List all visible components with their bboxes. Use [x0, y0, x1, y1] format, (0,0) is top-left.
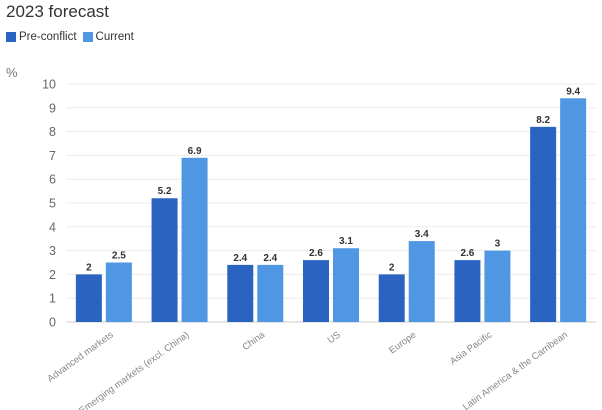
bar-current-advanced-markets[interactable]	[105, 262, 132, 323]
data-label-current-latin-america-the-carribean: 9.4	[566, 86, 580, 97]
data-labels: 2 2.5 5.2 6.9 2.4 2.4 2.6 3.1 2 3.4 2.6 3 8.2 9.4	[86, 86, 580, 273]
bars	[75, 98, 587, 323]
legend: Pre-conflict Current	[6, 31, 140, 43]
x-tick-label-asia-pacific: Asia Pacific	[448, 329, 494, 367]
y-tick-label: 2	[49, 268, 56, 282]
x-tick-label-europe: Europe	[387, 330, 418, 357]
data-label-pre-conflict-us: 2.6	[309, 248, 323, 259]
legend-label-current: Current	[95, 31, 134, 43]
y-tick-label: 6	[49, 173, 56, 187]
data-label-current-europe: 3.4	[415, 229, 429, 240]
y-axis-ticks: 0 1 2 3 4 5 6 7 8 9 10	[42, 78, 56, 330]
bar-current-emerging-markets-excl-china[interactable]	[181, 157, 208, 322]
data-label-pre-conflict-emerging-markets-excl-china: 5.2	[158, 186, 172, 197]
data-label-pre-conflict-asia-pacific: 2.6	[460, 248, 474, 259]
data-label-current-emerging-markets-excl-china: 6.9	[188, 146, 202, 157]
x-tick-label-us: US	[326, 330, 343, 347]
bar-current-europe[interactable]	[408, 241, 435, 322]
data-label-current-us: 3.1	[339, 236, 353, 247]
y-tick-label: 10	[42, 78, 56, 92]
y-tick-label: 3	[49, 244, 56, 258]
legend-swatch-current	[82, 32, 93, 42]
y-tick-label: 9	[49, 101, 56, 115]
data-label-pre-conflict-latin-america-the-carribean: 8.2	[536, 115, 550, 126]
gridlines	[66, 83, 596, 323]
bar-pre-conflict-europe[interactable]	[378, 274, 405, 322]
y-tick-label: 1	[49, 292, 56, 306]
data-label-current-asia-pacific: 3	[495, 239, 501, 250]
data-label-current-advanced-markets: 2.5	[112, 251, 126, 262]
legend-label-pre-conflict: Pre-conflict	[19, 31, 77, 43]
y-tick-label: 8	[49, 125, 56, 139]
bar-pre-conflict-advanced-markets[interactable]	[75, 274, 102, 322]
bar-pre-conflict-china[interactable]	[227, 264, 254, 322]
bar-current-china[interactable]	[257, 264, 284, 322]
data-label-current-china: 2.4	[263, 253, 277, 264]
bar-pre-conflict-emerging-markets-excl-china[interactable]	[151, 198, 178, 322]
bar-current-us[interactable]	[333, 248, 359, 322]
y-tick-label: 0	[49, 316, 56, 330]
bar-current-latin-america-the-carribean[interactable]	[560, 98, 587, 322]
y-tick-label: 7	[49, 149, 56, 163]
y-tick-label: 4	[49, 220, 56, 234]
bar-pre-conflict-us[interactable]	[303, 260, 329, 322]
x-tick-label-china: China	[240, 329, 267, 353]
bar-pre-conflict-asia-pacific[interactable]	[454, 260, 481, 322]
data-label-pre-conflict-advanced-markets: 2	[86, 262, 92, 273]
legend-item-pre-conflict[interactable]: Pre-conflict	[6, 31, 77, 43]
bar-current-asia-pacific[interactable]	[484, 250, 511, 322]
chart-title: 2023 forecast	[6, 2, 110, 21]
y-axis-unit: %	[6, 65, 18, 80]
x-tick-label-advanced-markets: Advanced markets	[45, 329, 115, 384]
bar-pre-conflict-latin-america-the-carribean[interactable]	[530, 126, 557, 322]
data-label-pre-conflict-china: 2.4	[233, 253, 247, 264]
legend-swatch-pre-conflict	[6, 32, 16, 42]
legend-item-current[interactable]: Current	[82, 31, 134, 43]
data-label-pre-conflict-europe: 2	[389, 262, 395, 273]
y-tick-label: 5	[49, 197, 56, 211]
